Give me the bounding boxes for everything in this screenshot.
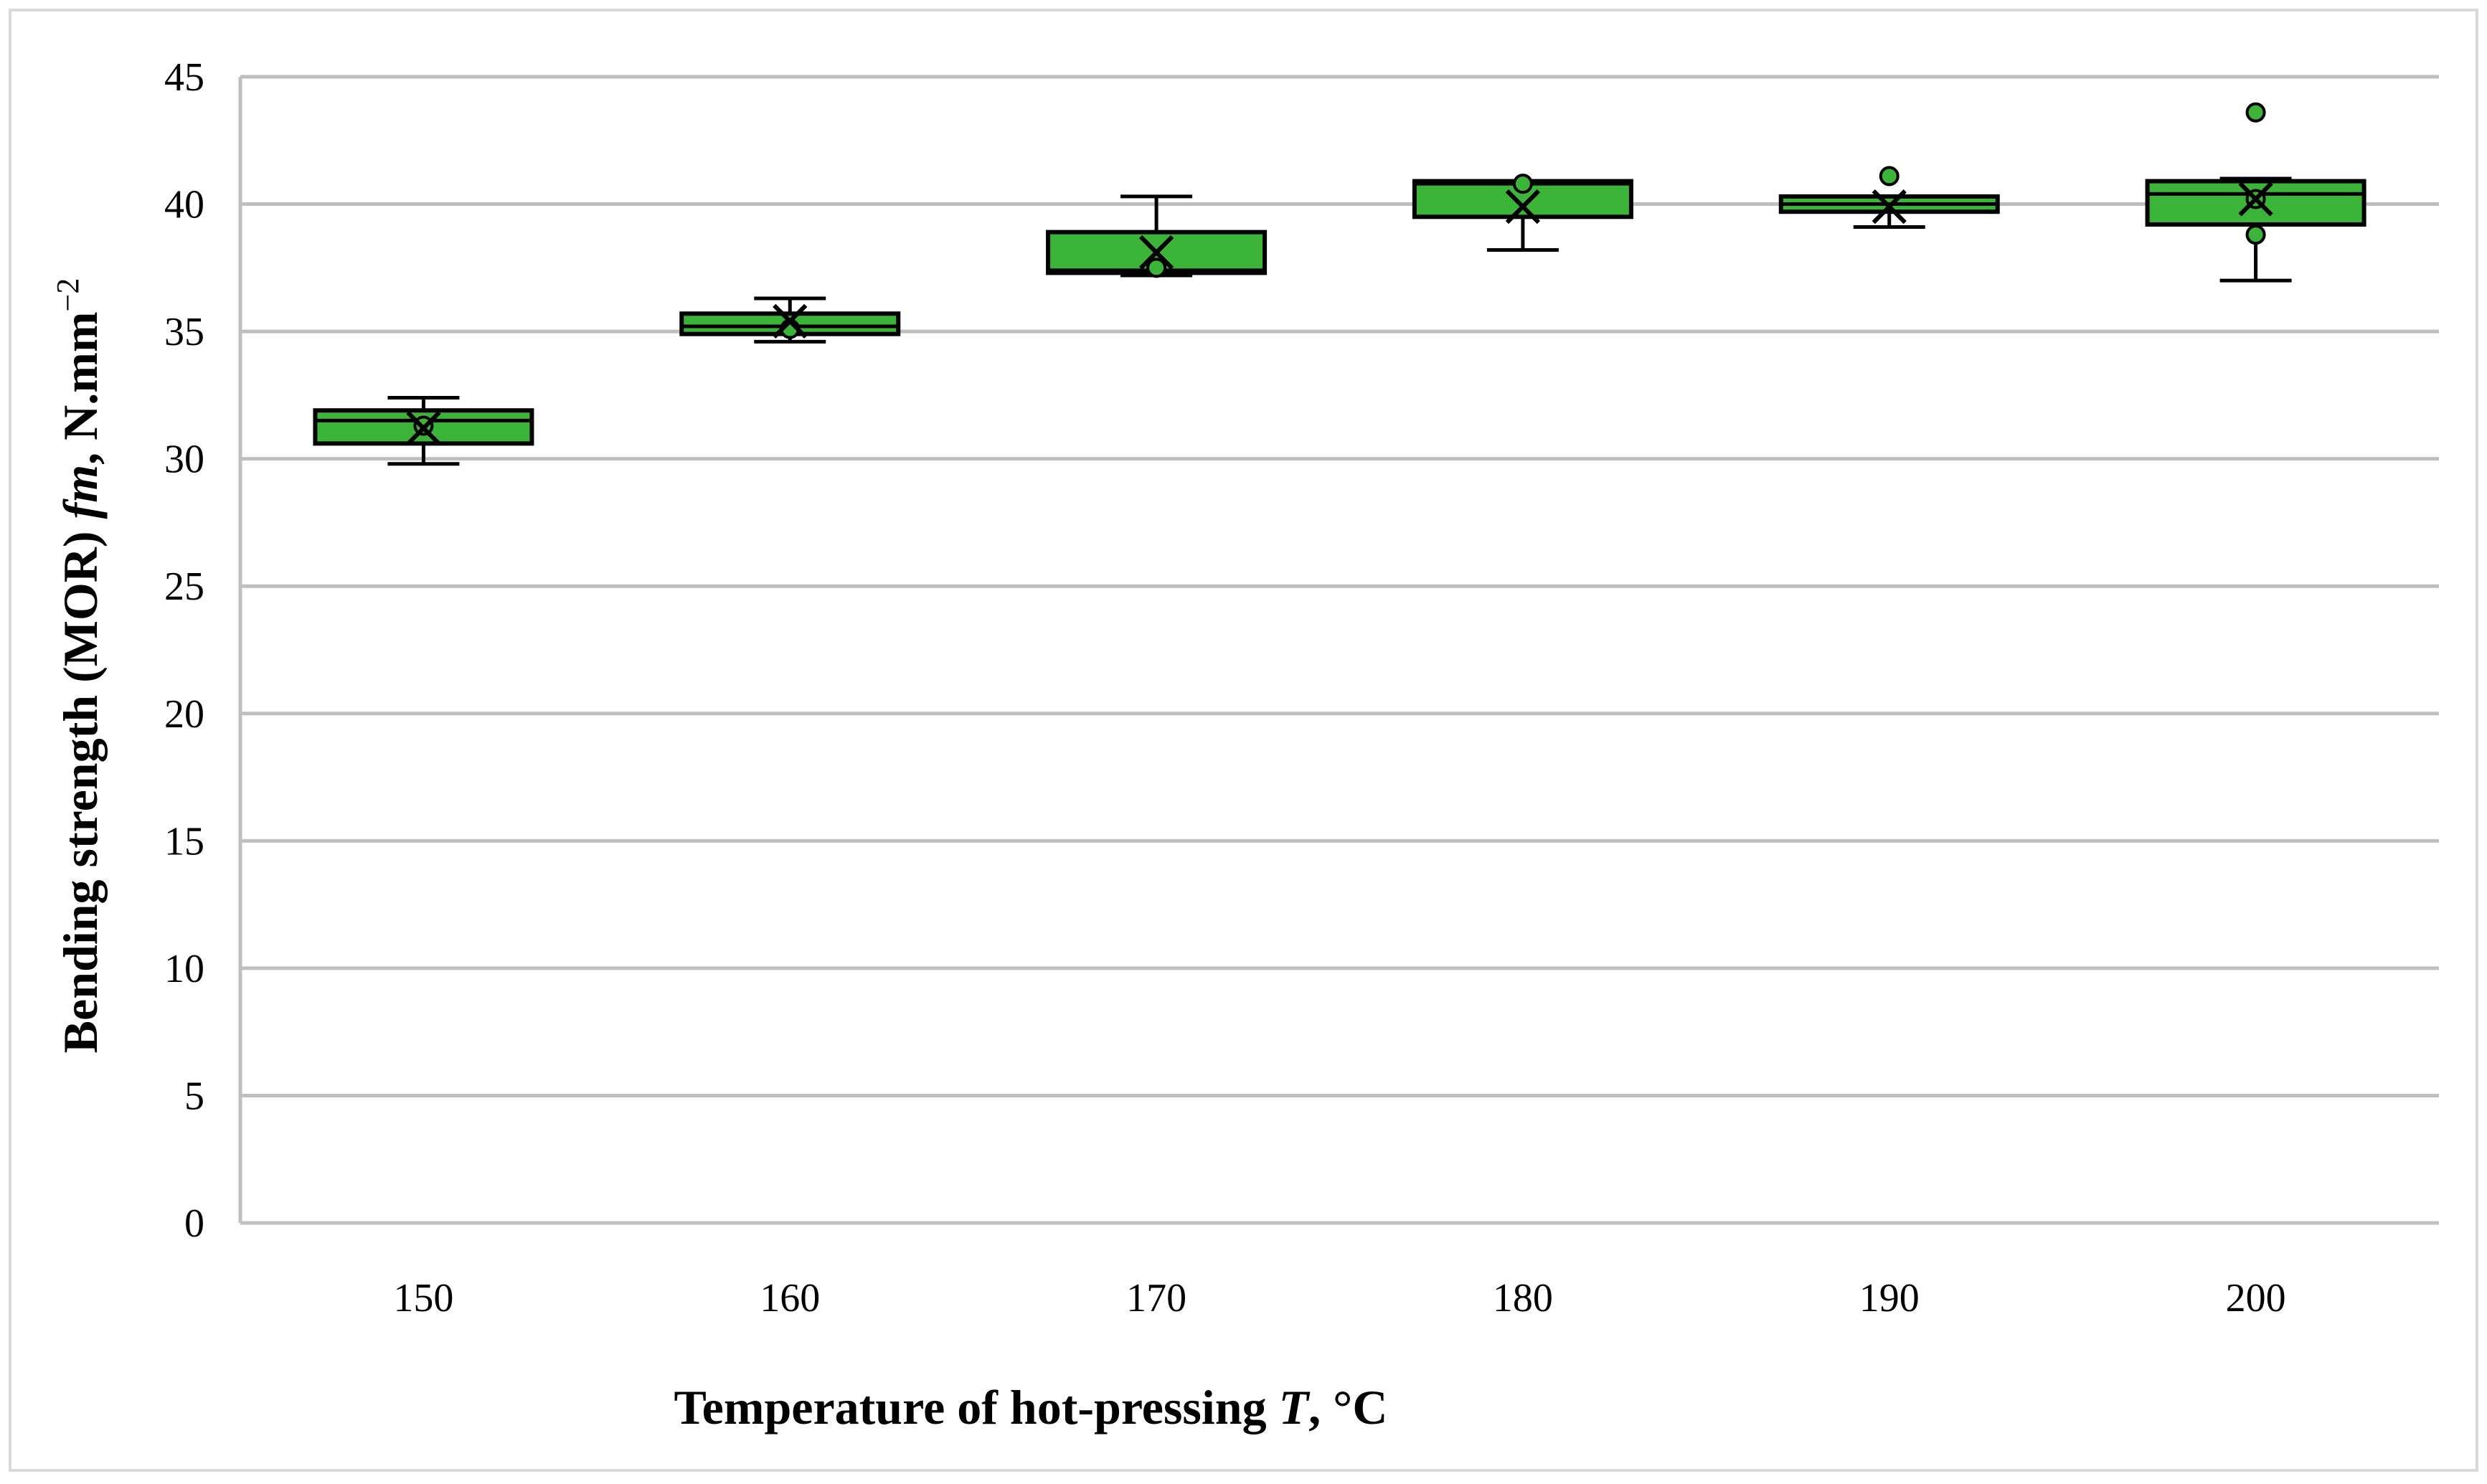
- y-tick-label: 45: [164, 55, 204, 100]
- x-tick-label-200: 200: [2226, 1276, 2286, 1320]
- y-tick-label: 20: [164, 692, 204, 737]
- y-tick-label: 30: [164, 438, 204, 482]
- x-axis-title-main: Temperature of hot-pressing: [674, 1380, 1279, 1435]
- y-axis-title: Bending strength (MOR) fm, N.mm−2: [50, 278, 108, 1054]
- inner-point: [1146, 257, 1167, 278]
- tick-labels: 0 5 10 15 20 25 30 35 40 45 150 160 170 180 190 200: [164, 55, 2286, 1320]
- y-axis-title-main: Bending strength (MOR): [53, 519, 108, 1053]
- x-axis-title-variable: T: [1279, 1380, 1311, 1435]
- box-170: [1046, 194, 1268, 278]
- outlier-point: [2245, 225, 2266, 245]
- chart-border: [9, 9, 2478, 1472]
- x-tick-label-150: 150: [393, 1276, 453, 1320]
- x-tick-label-190: 190: [1859, 1276, 1920, 1320]
- y-tick-label: 35: [164, 310, 204, 354]
- y-axis-title-unit-exponent: −2: [50, 278, 85, 312]
- outlier-point: [2245, 102, 2266, 123]
- outlier-point: [1879, 166, 1900, 186]
- box-180: [1412, 174, 1633, 252]
- x-axis-title: Temperature of hot-pressing T, °C: [674, 1380, 1388, 1435]
- box-160: [679, 296, 901, 344]
- y-tick-label: 15: [164, 819, 204, 864]
- mean-marker: [406, 410, 441, 446]
- x-tick-label-160: 160: [760, 1276, 820, 1320]
- y-tick-label: 25: [164, 564, 204, 609]
- y-tick-label: 40: [164, 183, 204, 227]
- x-axis-title-unit: , °C: [1308, 1380, 1387, 1435]
- mean-marker: [1872, 189, 1907, 225]
- y-tick-label: 5: [184, 1074, 204, 1118]
- y-axis-title-unit: , N.mm: [53, 311, 108, 464]
- y-tick-label: 0: [184, 1201, 204, 1246]
- box-200: [2145, 102, 2366, 283]
- gridlines: [240, 75, 2439, 1097]
- mean-marker: [773, 303, 808, 339]
- mean-marker: [1505, 189, 1541, 225]
- axes: [238, 77, 2439, 1225]
- box-150: [313, 395, 534, 466]
- x-tick-label-170: 170: [1126, 1276, 1186, 1320]
- boxes: [313, 102, 2366, 466]
- inner-point: [1512, 174, 1533, 194]
- mean-marker: [2238, 181, 2273, 217]
- box-190: [1778, 166, 2000, 230]
- y-axis-title-variable: fm: [53, 465, 108, 519]
- y-tick-label: 10: [164, 947, 204, 991]
- x-tick-label-180: 180: [1493, 1276, 1553, 1320]
- mean-marker: [1138, 235, 1174, 270]
